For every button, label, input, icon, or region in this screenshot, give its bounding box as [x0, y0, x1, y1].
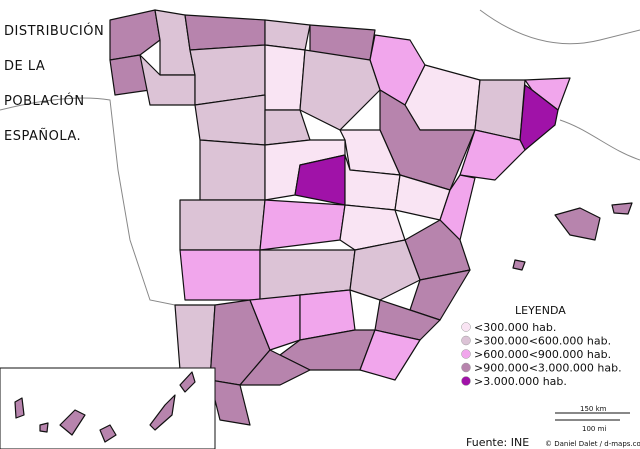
province	[611, 202, 633, 215]
province	[39, 422, 49, 433]
legend-title: LEYENDA	[515, 304, 566, 317]
province	[59, 409, 86, 436]
canary-inset	[0, 367, 216, 449]
province	[264, 44, 306, 111]
province	[109, 9, 161, 61]
title-line: ESPAÑOLA.	[4, 128, 81, 144]
province	[179, 199, 266, 251]
province	[374, 299, 441, 341]
legend-label: >300.000<600.000 hab.	[474, 335, 611, 348]
province	[239, 349, 311, 386]
legend-swatch	[461, 362, 471, 373]
legend-swatch	[461, 349, 471, 359]
province	[209, 379, 251, 426]
province	[189, 44, 266, 106]
legend: LEYENDA <300.000 hab.>300.000<600.000 ha…	[461, 304, 622, 388]
title-line: DE LA	[4, 59, 45, 74]
province	[99, 424, 117, 443]
province	[179, 249, 261, 301]
legend-label: >600.000<900.000 hab.	[474, 348, 611, 361]
title-line: DISTRIBUCIÓN	[4, 23, 104, 39]
canary-islands	[14, 371, 196, 443]
coastline	[0, 9, 640, 306]
scale-mi: 100 mi	[582, 425, 606, 433]
legend-label: >3.000.000 hab.	[474, 375, 567, 388]
province	[474, 79, 526, 141]
legend-swatch	[461, 376, 471, 386]
province	[299, 49, 381, 131]
province	[439, 174, 476, 241]
credit: © Daniel Dalet / d-maps.com	[545, 440, 640, 448]
scale-km: 150 km	[580, 405, 607, 413]
province	[349, 239, 421, 301]
provinces	[109, 9, 633, 426]
province	[512, 259, 526, 271]
legend-label: <300.000 hab.	[474, 321, 556, 334]
province	[149, 394, 176, 431]
province	[359, 329, 421, 381]
province	[459, 129, 526, 181]
province	[554, 207, 601, 241]
province	[264, 109, 311, 146]
source: Fuente: INE	[466, 436, 529, 449]
legend-swatch	[461, 322, 471, 332]
scale-bar	[555, 412, 630, 421]
legend-label: >900.000<3.000.000 hab.	[474, 362, 622, 375]
title-line: POBLACIÓN	[4, 93, 85, 109]
province	[14, 397, 25, 419]
province	[179, 371, 196, 393]
province	[199, 139, 266, 201]
legend-swatch	[461, 335, 471, 346]
province	[184, 14, 266, 51]
province	[259, 199, 346, 251]
